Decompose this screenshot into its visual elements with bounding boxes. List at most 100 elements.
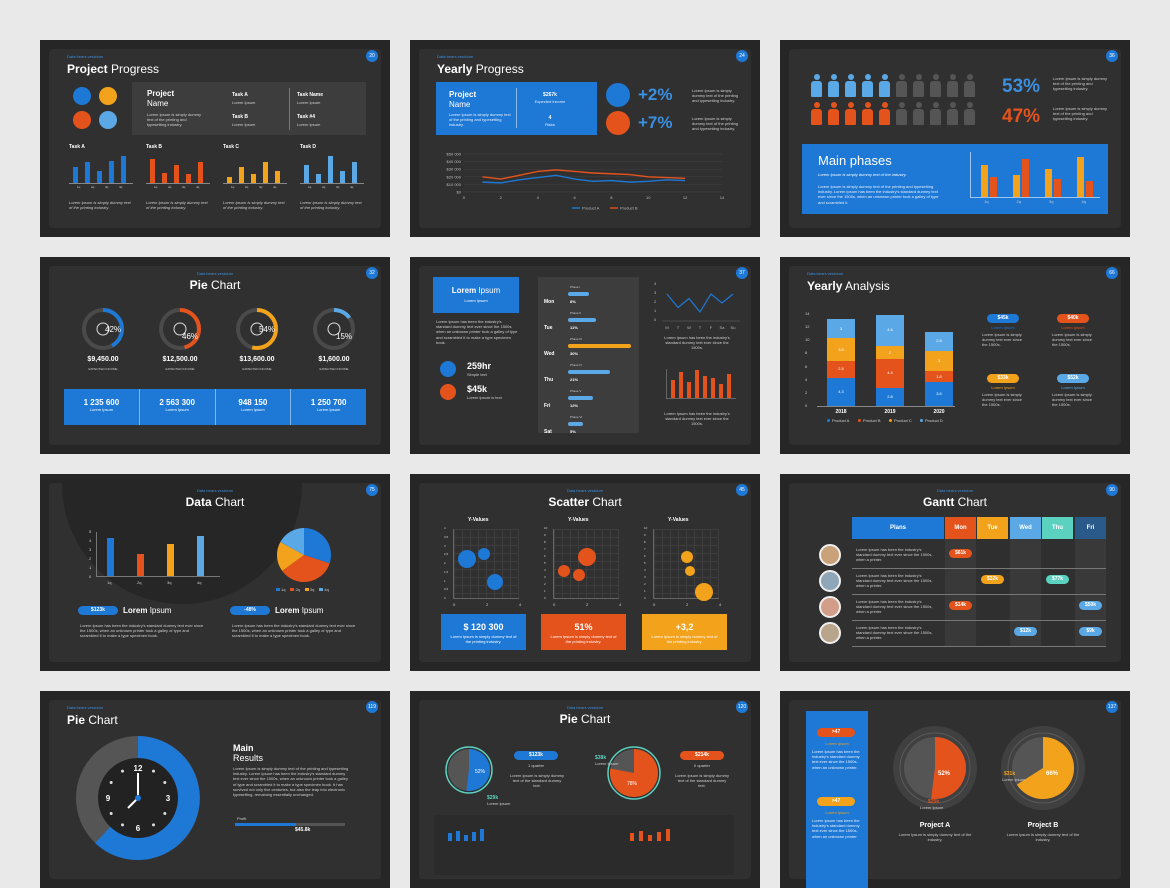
legend-swatch xyxy=(276,588,280,591)
project-info-panel: Project Name Lorem Ipsum is simply dummy… xyxy=(132,82,366,135)
percent-blue: 53% xyxy=(1002,76,1041,97)
bar-chart: 5 4 3 2 1 0 1q 2q 3q 4q xyxy=(89,529,220,585)
person-icon xyxy=(810,102,823,126)
slide-data-chart[interactable]: 75 Data bears vesicium Data Chart 5 4 3 2 1 0… xyxy=(40,474,390,671)
y-tick: 10 xyxy=(644,526,648,530)
person-icon xyxy=(844,74,857,98)
ring-amount: $12,500.00 xyxy=(162,356,198,363)
slide-yearly-analysis[interactable]: 66 Data bears vesicium Yearly Analysis 1… xyxy=(780,257,1130,454)
legend-swatch xyxy=(319,588,324,591)
clock-number: 3 xyxy=(166,794,171,803)
task-chart xyxy=(146,154,210,184)
coin-icon xyxy=(99,87,117,105)
slide-gantt-chart[interactable]: 90 Data bears vesicium Gantt Chart Plans… xyxy=(780,474,1130,671)
slide-project-progress[interactable]: 20 Data bears vesicium Project Progress … xyxy=(40,40,390,237)
pie1-value: $25k xyxy=(928,799,940,805)
legend-swatch xyxy=(827,419,830,422)
row-divider xyxy=(852,620,1106,621)
ring-chart xyxy=(313,308,355,350)
person-body xyxy=(862,81,873,97)
slide-scatter-chart[interactable]: 45 Data bears vesicium Scatter Chart Y-V… xyxy=(410,474,760,671)
orange-bar xyxy=(711,378,715,398)
line-chart: $50 000 $40 000 $30 000 $20 000 $10 000 $00 2 4… xyxy=(447,152,725,211)
scatter-plot: 4 3,5 3 2,5 2 1,5 1 0,5 0 0 2 4 xyxy=(444,526,521,607)
legend-label: Product B xyxy=(863,418,881,423)
task-chart-note: Lorem Ipsum is simply dummy text of the … xyxy=(300,200,362,211)
y-tick: 8 xyxy=(805,350,808,356)
clock-tick xyxy=(121,823,124,827)
phase-bar xyxy=(568,344,631,348)
day-label: Wed xyxy=(544,351,555,357)
slide-kicker: Data bears vesicium xyxy=(196,271,234,276)
slide-yearly-progress[interactable]: 24 Data bears vesicium Yearly Progress P… xyxy=(410,40,760,237)
y-tick: 6 xyxy=(805,363,808,369)
x-tick: 3q xyxy=(336,185,340,189)
x-tick: 2 xyxy=(586,602,589,607)
chart-text-1: Lorem Ipsum has been the industry's stan… xyxy=(664,335,730,351)
profit-label: Profit xyxy=(237,816,247,821)
y-tick: 2,5 xyxy=(444,552,449,557)
pct-text-1: Lorem Ipsum is simply dummy text of the … xyxy=(1053,76,1108,92)
x-tick: 2 xyxy=(500,195,503,200)
slide-panel xyxy=(49,49,381,228)
phase-bar xyxy=(568,292,589,296)
y-tick: 2 xyxy=(654,299,657,304)
y-tick: 7 xyxy=(644,547,646,551)
legend-label: 2q xyxy=(295,587,300,592)
y-tick: 3 xyxy=(644,575,646,579)
kpi-text: Lorem Ipsum is simply dummy text of the … xyxy=(651,634,718,644)
clock-tick xyxy=(163,781,167,784)
gantt-header-cell: Tue xyxy=(977,517,1008,539)
slide-projects-pies[interactable]: 137 >47 Lorem Ipsum Lorem Ipsum has been… xyxy=(780,691,1130,888)
divider xyxy=(516,88,517,128)
x-tick: 2q xyxy=(91,185,95,189)
stat-pill-2: >47 xyxy=(817,797,855,806)
bottom-bar xyxy=(464,835,468,841)
pie-chart-2: 78% xyxy=(607,746,661,800)
slide-clock-pie[interactable]: 119 Data bears vesicium Pie Chart 12 3 6 9 … xyxy=(40,691,390,888)
bottom-bar xyxy=(472,832,476,841)
slide-kicker: Data bears vesicium xyxy=(67,54,104,59)
y-tick: 2 xyxy=(805,389,808,395)
person-body xyxy=(828,109,839,125)
x-tick: Sa xyxy=(720,325,726,330)
legend-item: 1q xyxy=(276,587,285,592)
person-head xyxy=(882,102,888,108)
plot-title: Y-Values xyxy=(468,517,489,523)
x-tick: 14 xyxy=(720,195,725,200)
gantt-pill: $50k xyxy=(1079,601,1102,610)
scatter-point xyxy=(681,551,693,563)
pill-2-label: Lorem Ipsum xyxy=(275,606,324,615)
orange-bar xyxy=(695,370,699,398)
y-tick: 10 xyxy=(805,337,810,343)
risks-label: Risks xyxy=(545,122,555,127)
slide-weekly-phases[interactable]: 37 Lorem Ipsum Lorem Ipsum Lorem Ipsum h… xyxy=(410,257,760,454)
stat-text-1: Lorem Ipsum is simply dummy text of the … xyxy=(692,88,739,104)
scatter-point xyxy=(572,568,585,581)
person-head xyxy=(848,102,854,108)
gantt-header-cell: Wed xyxy=(1010,517,1041,539)
stat-value: 948 150 xyxy=(238,398,268,407)
ring-chart xyxy=(159,308,201,350)
phase-bar xyxy=(1022,159,1029,197)
y-tick: 10 xyxy=(544,526,548,530)
person-body xyxy=(845,81,856,97)
phase-percent: 30% xyxy=(570,351,579,356)
value-pill: $33k xyxy=(987,374,1019,383)
project-b-pie: 66% xyxy=(1001,726,1085,810)
profit-value: $45.8k xyxy=(295,827,311,833)
slide-pie-quarters[interactable]: 120 Data bears vesicium Pie Chart 52% $2… xyxy=(410,691,760,888)
task-b-name: Task B xyxy=(232,114,249,120)
stat-label: Lorem Ipsum xyxy=(165,407,189,412)
stat-cell: 948 150 Lorem Ipsum xyxy=(216,389,292,425)
task-chart xyxy=(223,154,287,184)
stats-bar: 1 235 600 Lorem Ipsum 2 563 300 Lorem Ipsu… xyxy=(64,389,366,425)
slide-people-phases[interactable]: 36 53% 47% Lorem Ipsum is simply dummy t… xyxy=(780,40,1130,237)
x-tick: 4 xyxy=(719,602,722,607)
clock-tick xyxy=(163,812,167,815)
plot-title: Y-Values xyxy=(568,517,589,523)
slide-kicker: Data bears vesicium xyxy=(566,488,604,493)
x-tick: 2q xyxy=(168,185,172,189)
ring-percent: 54% xyxy=(259,325,276,334)
slide-pie-chart-rings[interactable]: 32 Data bears vesicium Pie Chart 42% $9,4… xyxy=(40,257,390,454)
